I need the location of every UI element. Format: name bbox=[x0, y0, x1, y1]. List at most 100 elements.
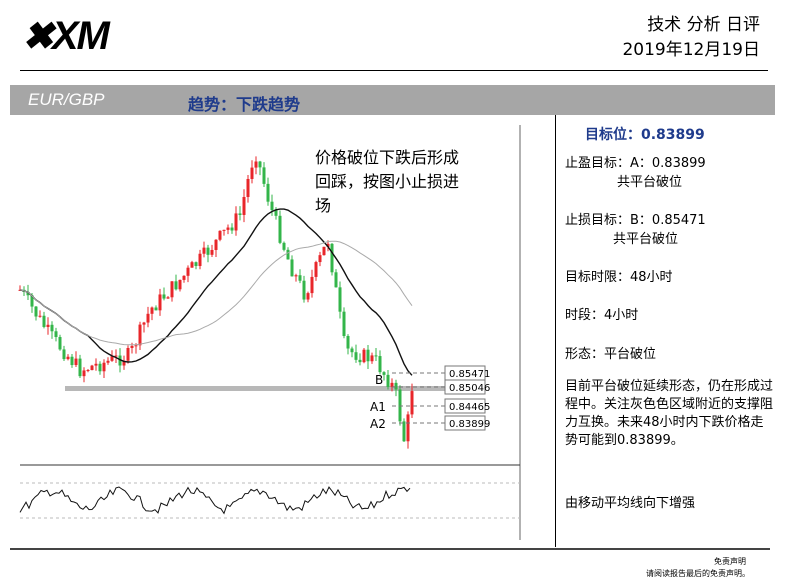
candle bbox=[90, 365, 94, 371]
candle bbox=[74, 358, 78, 366]
candle bbox=[250, 167, 254, 179]
candle bbox=[366, 349, 370, 362]
candle bbox=[42, 315, 46, 327]
candle bbox=[334, 272, 338, 288]
ma-note: 由移动平均线向下增强 bbox=[565, 496, 696, 511]
candle bbox=[286, 249, 290, 260]
level-price: 0.83899 bbox=[449, 419, 490, 430]
take-profit: 止盈目标：A：0.83899 bbox=[565, 156, 706, 171]
trend: 趋势：下跌趋势 bbox=[188, 95, 301, 114]
candle bbox=[338, 287, 342, 312]
candle bbox=[290, 259, 294, 277]
candle bbox=[182, 275, 186, 280]
candle bbox=[294, 275, 298, 277]
candle bbox=[354, 352, 358, 360]
candle bbox=[258, 161, 262, 168]
candle bbox=[146, 313, 150, 323]
oscillator bbox=[19, 486, 411, 515]
candle bbox=[82, 370, 86, 377]
candle bbox=[214, 239, 218, 250]
candle bbox=[98, 363, 102, 372]
candle bbox=[378, 356, 382, 373]
target: 目标位：0.83899 bbox=[585, 127, 705, 143]
candle bbox=[374, 355, 378, 357]
title-bar bbox=[10, 85, 775, 115]
candle bbox=[102, 362, 106, 372]
candle bbox=[238, 213, 242, 215]
candle bbox=[126, 347, 130, 361]
candle bbox=[358, 359, 362, 363]
candle bbox=[106, 360, 110, 363]
bottom-rule bbox=[10, 548, 770, 550]
header-title: 技术 分析 日评 bbox=[647, 15, 760, 35]
candle bbox=[326, 243, 330, 247]
candle bbox=[350, 348, 354, 353]
candle bbox=[370, 355, 374, 362]
candle bbox=[406, 414, 410, 442]
divider bbox=[555, 115, 556, 547]
candle bbox=[282, 242, 286, 250]
candle bbox=[46, 324, 50, 327]
support-zone bbox=[65, 386, 445, 391]
candle bbox=[178, 279, 182, 290]
candle bbox=[346, 335, 350, 349]
comment: 目前平台破位延续形态，仍在形成过程中。关注灰色色区域附近的支撑阻力互换。未来48… bbox=[565, 379, 774, 448]
candle bbox=[398, 389, 402, 422]
candle bbox=[386, 374, 390, 387]
candle bbox=[310, 276, 314, 294]
candle bbox=[70, 356, 74, 366]
candle bbox=[266, 183, 270, 202]
level-price: 0.85046 bbox=[449, 383, 490, 394]
candle bbox=[54, 331, 58, 338]
candle bbox=[130, 345, 134, 348]
candle bbox=[122, 360, 126, 366]
candle bbox=[94, 363, 98, 366]
candle bbox=[186, 267, 190, 276]
header-date: 2019年12月19日 bbox=[622, 40, 760, 60]
candle bbox=[302, 280, 306, 300]
stop-loss: 止损目标：B：0.85471 bbox=[565, 213, 706, 228]
candle bbox=[174, 281, 178, 290]
take-profit-note: 共平台破位 bbox=[617, 175, 683, 190]
candle bbox=[110, 356, 114, 361]
candle bbox=[202, 247, 206, 254]
candle bbox=[402, 421, 406, 442]
candle bbox=[382, 372, 386, 375]
candle bbox=[210, 249, 214, 255]
candle bbox=[194, 262, 198, 266]
candle bbox=[322, 246, 326, 256]
level-tag: A1 bbox=[370, 400, 386, 414]
level-box bbox=[444, 398, 486, 414]
candle bbox=[278, 215, 282, 243]
moving-average bbox=[19, 240, 413, 346]
disclaimer-title: 免责声明 bbox=[714, 557, 746, 566]
candle bbox=[390, 382, 394, 387]
candle bbox=[138, 324, 142, 346]
candle bbox=[222, 229, 226, 231]
candle bbox=[62, 349, 66, 360]
logo: ✖XM bbox=[22, 14, 110, 58]
candle bbox=[262, 167, 266, 184]
candle bbox=[362, 349, 366, 363]
note: 价格破位下跌后形成 bbox=[315, 148, 459, 167]
candle bbox=[170, 281, 174, 298]
candle bbox=[154, 307, 158, 311]
candle bbox=[38, 315, 42, 317]
candle bbox=[158, 294, 162, 311]
level-tag: A2 bbox=[370, 417, 386, 431]
candle bbox=[226, 227, 230, 230]
candle bbox=[394, 382, 398, 390]
candle bbox=[26, 291, 30, 296]
candle bbox=[298, 275, 302, 281]
candle bbox=[270, 201, 274, 211]
candle bbox=[50, 324, 54, 332]
candle bbox=[190, 262, 194, 268]
candle bbox=[230, 227, 234, 231]
candle bbox=[34, 306, 38, 317]
stop-loss-note: 共平台破位 bbox=[613, 232, 679, 247]
pattern: 形态：平台破位 bbox=[565, 347, 657, 362]
candle bbox=[58, 337, 62, 350]
pair: EUR/GBP bbox=[28, 90, 105, 109]
candle bbox=[242, 197, 246, 215]
candle bbox=[66, 356, 70, 360]
